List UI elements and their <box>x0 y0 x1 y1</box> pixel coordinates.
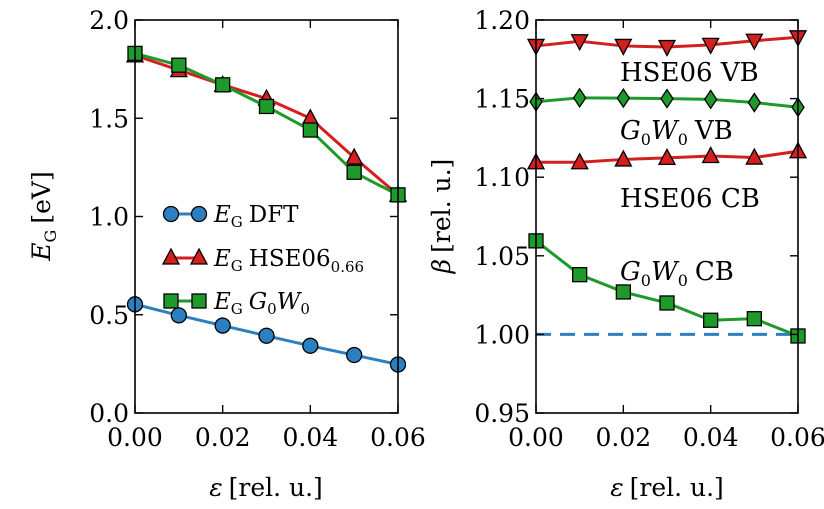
legend-label-g0w0: EG G0W0 <box>213 289 310 318</box>
left-x-tick-label: 0.00 <box>107 423 163 452</box>
right-data-point-hse06-cb <box>701 146 720 164</box>
legend-marker-g0w0 <box>163 293 179 309</box>
right-data-point-hse06-cb <box>745 147 764 165</box>
right-data-point-g0w0-cb <box>615 284 631 300</box>
right-plot-frame <box>535 19 799 414</box>
left-x-tick-label: 0.02 <box>195 423 251 452</box>
left-x-tick-label: 0.06 <box>370 423 426 452</box>
left-data-point-e-g-dft <box>170 307 187 324</box>
right-x-tick-label: 0.04 <box>683 423 739 452</box>
legend-label-dft: EG DFT <box>213 202 299 231</box>
right-data-point-g0w0-vb <box>703 89 718 110</box>
legend-marker-hse06 <box>161 247 181 265</box>
right-data-point-hse06-vb <box>745 33 764 51</box>
right-data-point-hse06-vb <box>570 34 589 52</box>
panel-right-beta: 0.00 0.02 0.04 0.06 0.95 1.00 1.05 1.10 1.15 1.20… <box>427 6 824 502</box>
left-y-tick-label: 0.5 <box>89 301 129 330</box>
left-series-layer <box>125 45 408 373</box>
left-data-point-e-g-dft <box>302 337 319 354</box>
right-x-tick-label: 0.02 <box>595 423 651 452</box>
left-x-tick-label: 0.04 <box>282 423 338 452</box>
left-x-axis-label: ε [rel. u.] <box>209 473 323 502</box>
annotation-g0w0-cb: G0W0 CB <box>620 257 734 290</box>
left-data-point-e-g-g0w0 <box>346 164 362 180</box>
left-ticks-layer: 0.00 0.02 0.04 0.06 0.0 0.5 1.0 1.5 2.0 <box>89 6 426 452</box>
right-data-point-hse06-vb <box>614 38 633 56</box>
left-data-point-e-g-hse06-0-66 <box>345 147 364 165</box>
legend-label-hse06: EG HSE060.66 <box>213 246 364 276</box>
right-series-layer <box>526 30 808 344</box>
right-x-axis-label: ε [rel. u.] <box>610 473 724 502</box>
right-data-point-hse06-cb <box>657 147 677 166</box>
right-y-tick-label: 1.15 <box>474 85 530 114</box>
left-y-tick-label: 1.5 <box>89 104 129 133</box>
legend-entry-hse06: EG HSE060.66 <box>161 246 364 276</box>
left-y-axis-label: EG[eV] <box>27 171 60 261</box>
legend-marker-hse06 <box>189 247 209 265</box>
annotation-g0w0-vb: G0W0 VB <box>620 116 733 149</box>
right-ticks-layer: 0.00 0.02 0.04 0.06 0.95 1.00 1.05 1.10 1.15 1.20 <box>474 6 824 452</box>
left-data-point-e-g-dft <box>346 346 363 364</box>
left-y-tick-label: 2.0 <box>89 6 129 35</box>
right-data-point-g0w0-vb <box>747 92 762 113</box>
legend-entry-dft: EG DFT <box>162 202 299 231</box>
right-data-point-hse06-cb <box>614 149 633 167</box>
right-y-tick-label: 1.05 <box>474 242 530 271</box>
left-data-point-e-g-g0w0 <box>215 77 231 93</box>
legend-marker-g0w0 <box>191 293 207 309</box>
left-y-tick-label: 0.0 <box>89 399 129 428</box>
right-data-point-g0w0-vb <box>616 87 631 109</box>
left-data-point-e-g-dft <box>258 327 275 344</box>
annotation-hse06-cb: HSE06 CB <box>620 184 760 214</box>
right-data-point-g0w0-cb <box>659 295 675 311</box>
left-data-point-e-g-dft <box>214 317 231 334</box>
right-y-tick-label: 1.20 <box>474 6 530 35</box>
right-data-point-hse06-cb <box>570 152 589 170</box>
right-y-axis-label: β[rel. u.] <box>427 159 456 275</box>
legend-entry-g0w0: EG G0W0 <box>163 289 310 318</box>
right-x-tick-label: 0.06 <box>770 423 824 452</box>
right-data-point-hse06-vb <box>701 37 720 55</box>
legend-marker-dft <box>162 205 180 223</box>
right-data-point-hse06-vb <box>657 39 677 57</box>
right-y-tick-label: 1.10 <box>474 163 530 192</box>
left-legend: EG DFT EG HSE060.66 EG G0W0 <box>161 202 364 318</box>
right-x-tick-label: 0.00 <box>508 423 564 452</box>
right-y-tick-label: 1.00 <box>474 320 530 349</box>
right-data-point-g0w0-vb <box>572 87 587 108</box>
left-data-point-e-g-g0w0 <box>258 98 275 115</box>
right-data-point-g0w0-vb <box>660 88 674 109</box>
left-data-point-e-g-g0w0 <box>171 57 187 73</box>
left-data-point-e-g-g0w0 <box>302 122 318 138</box>
right-data-point-g0w0-cb <box>572 267 588 283</box>
annotation-hse06-vb: HSE06 VB <box>620 58 759 88</box>
left-y-tick-label: 1.0 <box>89 203 129 232</box>
legend-marker-dft <box>190 205 208 223</box>
right-data-point-g0w0-cb <box>703 312 719 328</box>
right-y-tick-label: 0.95 <box>474 399 530 428</box>
panel-left-bandgap: 0.00 0.02 0.04 0.06 0.0 0.5 1.0 1.5 2.0 EG DFT EG… <box>27 6 426 502</box>
right-data-point-g0w0-cb <box>746 311 762 327</box>
